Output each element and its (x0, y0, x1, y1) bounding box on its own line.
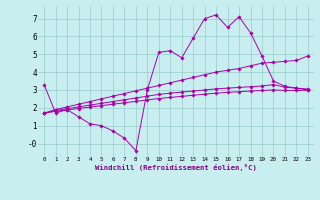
X-axis label: Windchill (Refroidissement éolien,°C): Windchill (Refroidissement éolien,°C) (95, 164, 257, 171)
